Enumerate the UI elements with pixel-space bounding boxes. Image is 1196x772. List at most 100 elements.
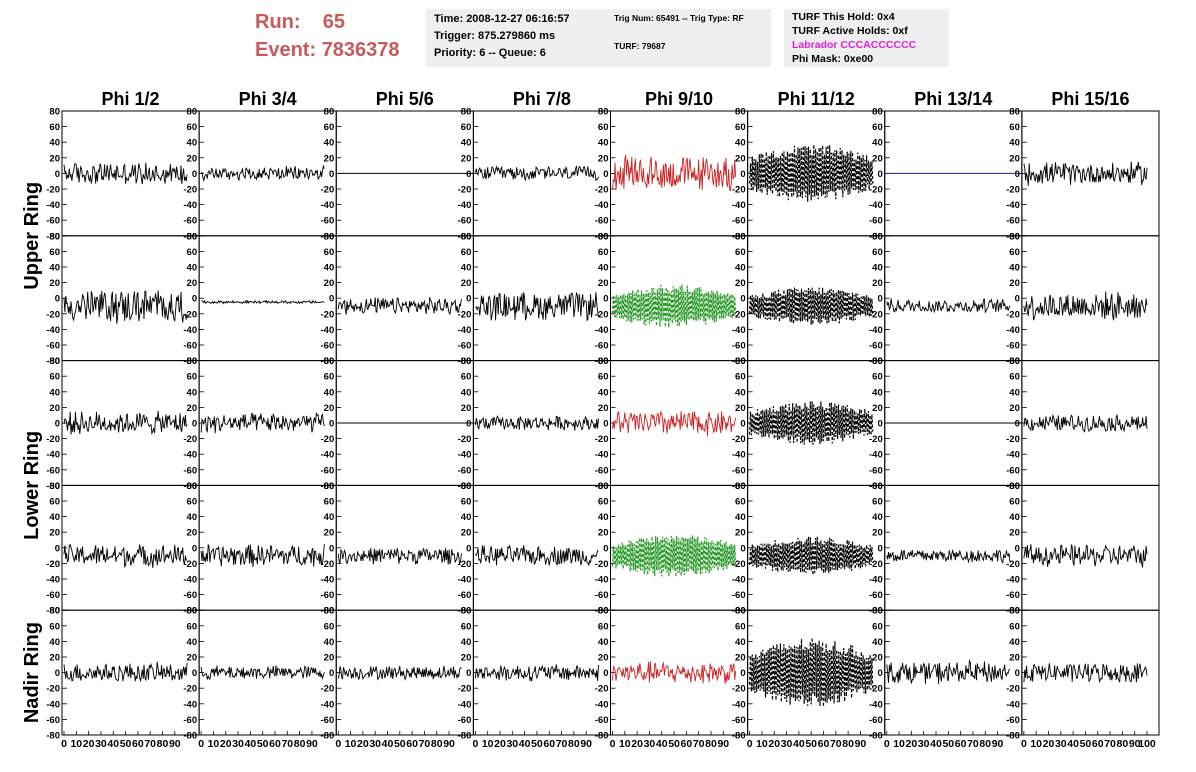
y-tick-label: -20: [869, 309, 883, 320]
y-tick-label: 20: [598, 278, 609, 289]
panel-frame: [884, 235, 1023, 362]
y-tick-label: 0: [740, 419, 745, 430]
y-tick-label: 0: [1015, 419, 1020, 430]
y-tick-label: -80: [458, 231, 472, 242]
y-tick-label: -20: [732, 434, 746, 445]
waveform-panel: -80 -60 -40 -20 0 20 40 60 80: [458, 231, 611, 367]
x-tick-label: 80: [431, 738, 443, 750]
y-tick-label: -20: [1006, 185, 1020, 196]
waveform-panel: -80 -60 -40 -20 0 20 40 60 80: [183, 231, 337, 367]
trig-text: Trig Num: 65491 -- Trig Type: RF: [614, 13, 744, 23]
y-tick-label: 60: [735, 372, 746, 383]
y-tick-label: -60: [732, 341, 746, 352]
x-tick-label: 60: [955, 738, 967, 750]
x-tick-label: 90: [855, 738, 867, 750]
y-tick-label: -40: [183, 699, 197, 710]
x-tick-label: 40: [519, 738, 531, 750]
waveform-trace: [1023, 291, 1148, 321]
y-tick-label: -80: [732, 481, 746, 492]
y-tick-label: 20: [1009, 653, 1020, 664]
waveform-trace: [1023, 544, 1148, 568]
x-tick-label: 50: [668, 738, 680, 750]
x-tick-label: 90: [1129, 738, 1141, 750]
panel-frame: [884, 484, 1023, 611]
x-tick-label: 40: [656, 738, 668, 750]
y-tick-label: -20: [321, 559, 335, 570]
waveform-trace: [1023, 161, 1148, 186]
y-tick-label: 40: [735, 512, 746, 523]
x-tick-label: 30: [369, 738, 381, 750]
y-tick-label: 0: [1015, 668, 1020, 679]
run-event-block: Run: 65 Event: 7836378: [255, 8, 400, 64]
y-tick-label: 20: [735, 153, 746, 164]
y-tick-label: -80: [1006, 481, 1020, 492]
y-tick-label: -80: [183, 481, 197, 492]
waveform-panel: -80 -60 -40 -20 0 20 40 60 80: [732, 107, 886, 242]
y-tick-label: 0: [466, 294, 471, 305]
waveform-trace: [63, 162, 188, 185]
waveform-panel: -80 -60 -40 -20 0 20 40 60 80: [183, 481, 337, 617]
y-tick-label: 0: [740, 543, 745, 554]
y-tick-label: -60: [458, 216, 472, 227]
waveform-panel: -80 -60 -40 -20 0 20 40 60 80: [1006, 231, 1160, 367]
y-tick-label: 0: [466, 543, 471, 554]
y-tick-label: 80: [187, 356, 198, 367]
waveform-panel: -80 -60 -40 -20 0 20 40 60 80: [458, 606, 611, 742]
x-tick-label: 30: [95, 738, 107, 750]
y-tick-label: -80: [869, 606, 883, 617]
y-tick-label: 40: [324, 263, 335, 274]
x-tick-label: 10: [619, 738, 631, 750]
y-tick-label: 0: [192, 169, 197, 180]
y-tick-label: -20: [869, 434, 883, 445]
y-tick-label: 80: [872, 481, 883, 492]
y-tick-label: 60: [1009, 621, 1020, 632]
y-tick-label: 60: [735, 621, 746, 632]
y-tick-label: -80: [46, 231, 60, 242]
y-tick-label: -60: [869, 341, 883, 352]
waveform-trace: [611, 284, 737, 328]
y-tick-label: 20: [735, 403, 746, 414]
x-tick-label: 50: [942, 738, 954, 750]
y-tick-label: 80: [598, 231, 609, 242]
y-tick-label: 60: [872, 372, 883, 383]
y-tick-label: -80: [458, 481, 472, 492]
y-tick-label: 60: [49, 497, 60, 508]
y-tick-label: 40: [49, 512, 60, 523]
y-tick-label: 60: [324, 372, 335, 383]
y-tick-label: 0: [466, 419, 471, 430]
y-tick-label: -80: [595, 231, 609, 242]
x-tick-label: 90: [580, 738, 592, 750]
y-tick-label: 80: [461, 356, 472, 367]
y-tick-label: -80: [869, 356, 883, 367]
column-header: Phi 7/8: [513, 89, 571, 109]
y-tick-label: -40: [46, 325, 60, 336]
y-tick-label: -80: [183, 731, 197, 742]
y-tick-label: 20: [1009, 278, 1020, 289]
waveform-panel: -80 -60 -40 -20 0 20 40 60 80: [321, 606, 474, 742]
y-tick-label: -40: [46, 450, 60, 461]
y-tick-label: 40: [324, 387, 335, 398]
y-tick-label: -80: [869, 231, 883, 242]
y-tick-label: 40: [872, 637, 883, 648]
y-tick-label: -60: [458, 341, 472, 352]
y-tick-label: -60: [595, 590, 609, 601]
y-tick-label: 80: [735, 356, 746, 367]
y-tick-label: 40: [324, 637, 335, 648]
y-tick-label: 0: [877, 543, 882, 554]
waveform-trace: [63, 290, 188, 324]
x-tick-label: 100: [1138, 738, 1156, 750]
waveform-panel: -80 -60 -40 -20 0 20 40 60 80: [458, 356, 611, 492]
y-tick-label: -40: [458, 450, 472, 461]
y-tick-label: -60: [183, 590, 197, 601]
y-tick-label: -60: [595, 341, 609, 352]
row-group-label: Nadir Ring: [21, 622, 43, 723]
y-tick-label: 20: [324, 278, 335, 289]
x-tick-label: 40: [1067, 738, 1079, 750]
y-tick-label: 40: [49, 387, 60, 398]
y-tick-label: -60: [869, 715, 883, 726]
y-tick-label: 60: [872, 247, 883, 258]
y-tick-label: 60: [1009, 247, 1020, 258]
y-tick-label: 80: [461, 231, 472, 242]
y-tick-label: -40: [1006, 325, 1020, 336]
y-tick-label: 80: [461, 481, 472, 492]
